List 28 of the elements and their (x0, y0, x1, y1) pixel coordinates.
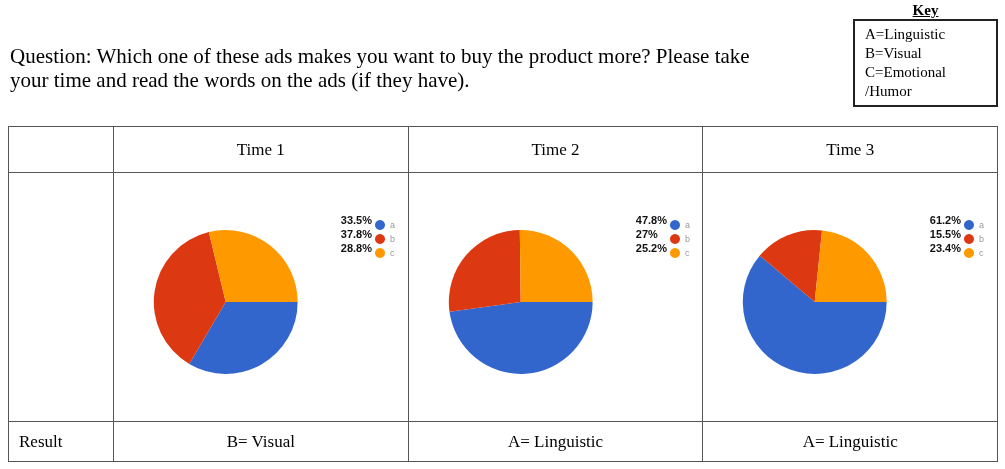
data-label: 33.5% (340, 214, 373, 226)
data-label: 15.5% (930, 228, 962, 240)
legend-label: c (684, 248, 690, 258)
chart-title: Time 2 (408, 126, 703, 173)
text: Result (8, 421, 114, 462)
data-label: 47.8% (635, 214, 667, 226)
data-label: 23.4% (930, 242, 962, 254)
text: Key (911, 2, 940, 19)
data-label: 37.8% (340, 228, 373, 240)
text: A=Linguistic B=Visual C=Emotional /Humor (853, 19, 998, 107)
legend-label: b (684, 234, 690, 244)
chart-title: Time 3 (702, 126, 998, 173)
legend-label: a (389, 220, 396, 230)
data-label: 27% (635, 228, 658, 240)
text: B= Visual (113, 421, 409, 462)
text: A= Linguistic (408, 421, 703, 462)
data-label: 61.2% (930, 214, 962, 226)
legend-label: b (389, 234, 396, 244)
legend-label: a (979, 220, 985, 230)
legend-label: c (979, 248, 985, 258)
text: A= Linguistic (702, 421, 998, 462)
legend-label: c (389, 248, 395, 258)
chart-title: Time 1 (113, 126, 409, 173)
text: Question: Which one of these ads makes you want to buy the product more? Please take your time and read the words on the ads (if they have). (10, 44, 751, 92)
legend-label: a (684, 220, 690, 230)
data-label: 28.8% (340, 242, 373, 254)
legend-label: b (979, 234, 985, 244)
data-label: 25.2% (635, 242, 667, 254)
